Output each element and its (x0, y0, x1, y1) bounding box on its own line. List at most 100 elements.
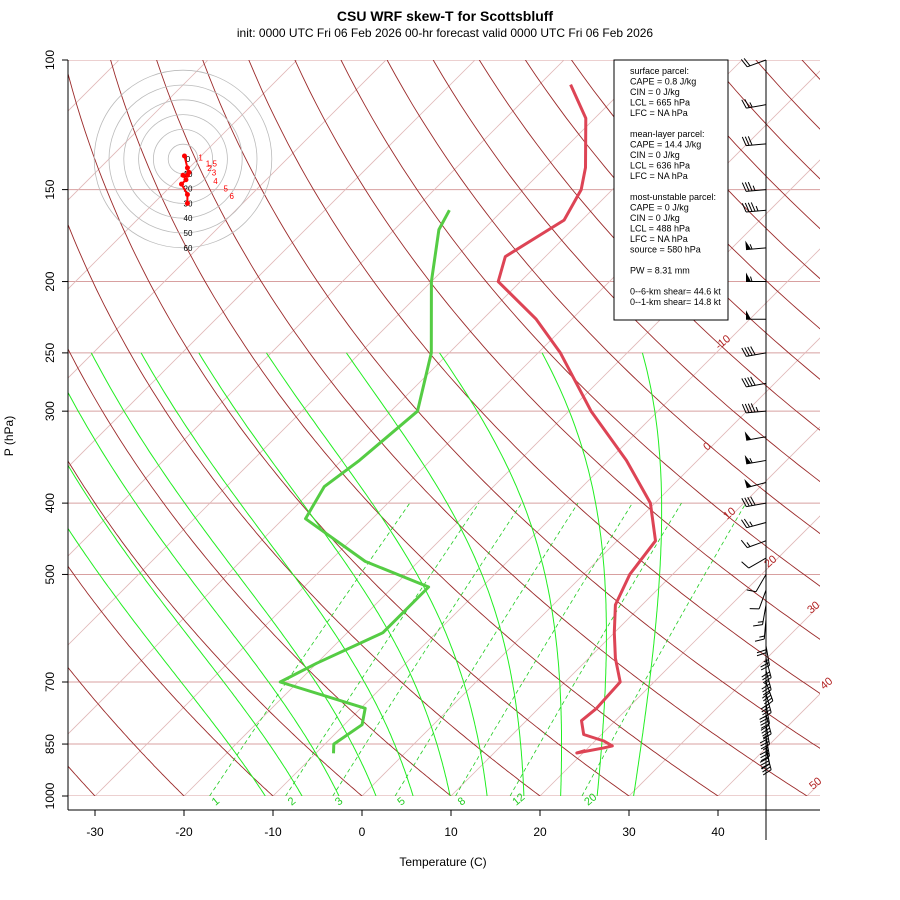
wind-barb (741, 403, 767, 414)
dry-adiabat-line (833, 44, 900, 812)
x-tick-label: -30 (86, 825, 104, 839)
wind-barb-half-flag (764, 680, 770, 685)
isotherm-line (361, 337, 820, 796)
info-box-line: CAPE = 14.4 J/kg (630, 140, 701, 150)
wind-barb-flag (762, 709, 771, 716)
wind-barb-flag (741, 347, 747, 357)
wind-barb-flag (741, 561, 750, 569)
isotherm-label: -10 (713, 333, 733, 352)
wind-barb (741, 202, 767, 213)
wind-barb (741, 136, 767, 147)
wind-barb-shaft (765, 693, 772, 713)
wind-barb (749, 589, 767, 610)
wind-barb-shaft (755, 574, 767, 593)
wind-barb-flag (744, 347, 750, 357)
wind-barb-flag (744, 202, 750, 212)
wind-barb (740, 539, 767, 549)
wind-barb-flag (747, 202, 753, 212)
y-tick-label: 100 (43, 50, 57, 70)
wind-barb-half-flag (755, 406, 759, 413)
hodograph-height-label: 3 (212, 168, 217, 177)
pressure-axis: 100 150 200 250 300 400 500 700 850 1000 (43, 50, 68, 809)
wind-barb-shaft (748, 557, 767, 569)
wind-barb (760, 645, 770, 671)
hodograph-ring-label: 60 (184, 244, 193, 253)
x-tick-label: 10 (444, 825, 458, 839)
wind-barb-shaft (765, 658, 772, 678)
wind-barb (741, 376, 767, 388)
y-axis-label: P (hPa) (2, 416, 16, 456)
wind-barb-flag (747, 496, 753, 506)
hodograph-height-label: 4 (213, 177, 218, 186)
wind-barb-flag (765, 700, 774, 708)
wind-barb-shaft (747, 59, 767, 68)
mixing-ratio-label: 8 (456, 795, 468, 808)
wind-barb-flag (741, 519, 748, 528)
wind-barb-flag (754, 638, 765, 642)
dry-adiabat-line (878, 44, 900, 812)
wind-barb-half-flag (763, 659, 769, 663)
chart-title: CSU WRF skew-T for Scottsbluff (337, 8, 554, 24)
wind-barb-flag (762, 769, 772, 776)
hodograph-height-label: 5 (224, 185, 229, 194)
wind-barb-flag (760, 755, 770, 762)
wind-barb-flag (744, 403, 750, 413)
info-box-line: LFC = NA hPa (630, 171, 688, 181)
isotherm-line (68, 60, 654, 646)
mixing-ratio-line (209, 502, 411, 796)
wind-barb-flag (760, 662, 770, 668)
isotherm-line (68, 60, 476, 468)
wind-barb (746, 574, 767, 593)
wind-barb-flag (760, 665, 770, 671)
hodograph-ring (108, 84, 258, 234)
wind-barb-shaft (765, 724, 770, 745)
y-tick-label: 250 (43, 343, 57, 363)
wind-barb-flag (760, 763, 770, 769)
wind-barbs (740, 58, 774, 840)
info-box-line: 0--1-km shear= 14.8 kt (630, 297, 721, 307)
wind-barb-flag (761, 683, 770, 690)
mixing-ratio-line (285, 502, 480, 796)
wind-barb-flag (762, 689, 772, 696)
wind-barb-flag (762, 766, 771, 773)
info-box-line: LFC = NA hPa (630, 108, 688, 118)
x-axis-label: Temperature (C) (399, 855, 486, 869)
wind-barb-shaft (746, 522, 767, 529)
mixing-ratio-label: 12 (510, 791, 527, 808)
x-tick-label: 40 (711, 825, 725, 839)
hodograph-point (179, 181, 185, 187)
wind-barb-flag (744, 497, 750, 507)
x-tick-label: 0 (359, 825, 366, 839)
wind-barb-flag (743, 58, 751, 67)
isotherm-line (94, 70, 820, 796)
wind-barb-flag (743, 518, 750, 528)
wind-barb-half-flag (757, 621, 764, 623)
wind-barb-flag (763, 694, 772, 702)
dry-adiabat-line (340, 60, 820, 587)
wind-barb-flag (741, 136, 747, 146)
hodograph-height-label: 1.5 (206, 159, 218, 168)
wind-barb-flag (761, 727, 770, 734)
wind-barb-shaft (746, 189, 767, 192)
info-box-line: LCL = 488 hPa (630, 224, 690, 234)
wind-barb-flag (740, 539, 748, 548)
wind-barb (744, 431, 767, 441)
y-tick-label: 500 (43, 564, 57, 584)
dry-adiabat-line (68, 765, 96, 796)
dry-adiabat-line (248, 60, 820, 694)
chart-subtitle: init: 0000 UTC Fri 06 Feb 2026 00-hr for… (237, 26, 654, 40)
wind-barb-shaft (765, 703, 770, 724)
wind-barb (741, 99, 767, 109)
wind-barb-flag (762, 691, 771, 699)
wind-barb-shaft (758, 589, 767, 610)
wind-barb-flag (761, 706, 770, 713)
info-box-line: source = 580 hPa (630, 245, 701, 255)
hodograph-ring-label: 50 (184, 229, 193, 238)
moist-adiabat-line (265, 352, 488, 796)
wind-barb-half-flag (763, 735, 769, 739)
hodograph-height-label: 1 (198, 154, 203, 163)
dry-adiabat-line (524, 60, 820, 380)
